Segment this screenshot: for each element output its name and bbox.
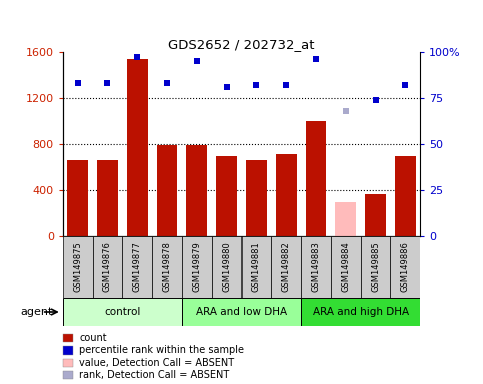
Bar bbox=[361, 236, 390, 298]
Bar bbox=[122, 236, 152, 298]
Text: GSM149882: GSM149882 bbox=[282, 242, 291, 292]
Text: GSM149878: GSM149878 bbox=[163, 242, 171, 292]
Text: GSM149883: GSM149883 bbox=[312, 242, 320, 292]
Bar bbox=[216, 156, 237, 236]
Text: GSM149877: GSM149877 bbox=[133, 242, 142, 292]
Text: GSM149884: GSM149884 bbox=[341, 242, 350, 292]
Text: value, Detection Call = ABSENT: value, Detection Call = ABSENT bbox=[79, 358, 234, 368]
Bar bbox=[276, 154, 297, 236]
Bar bbox=[67, 160, 88, 236]
Bar bbox=[301, 298, 420, 326]
Text: GSM149881: GSM149881 bbox=[252, 242, 261, 292]
Bar bbox=[93, 236, 122, 298]
Bar bbox=[63, 298, 182, 326]
Text: GSM149876: GSM149876 bbox=[103, 242, 112, 292]
Text: rank, Detection Call = ABSENT: rank, Detection Call = ABSENT bbox=[79, 370, 229, 380]
Text: count: count bbox=[79, 333, 107, 343]
Bar bbox=[212, 236, 242, 298]
Text: agent: agent bbox=[21, 307, 53, 317]
Bar bbox=[335, 202, 356, 236]
Text: control: control bbox=[104, 307, 141, 317]
Title: GDS2652 / 202732_at: GDS2652 / 202732_at bbox=[168, 38, 315, 51]
Bar bbox=[127, 59, 148, 236]
Text: percentile rank within the sample: percentile rank within the sample bbox=[79, 345, 244, 355]
Text: ARA and high DHA: ARA and high DHA bbox=[313, 307, 409, 317]
Bar bbox=[246, 160, 267, 236]
Bar bbox=[97, 160, 118, 236]
Bar bbox=[242, 236, 271, 298]
Text: ARA and low DHA: ARA and low DHA bbox=[196, 307, 287, 317]
Bar bbox=[301, 236, 331, 298]
Bar bbox=[156, 145, 177, 236]
Bar bbox=[186, 145, 207, 236]
Bar bbox=[152, 236, 182, 298]
Bar bbox=[182, 298, 301, 326]
Text: GSM149875: GSM149875 bbox=[73, 242, 82, 292]
Bar bbox=[306, 121, 327, 236]
Bar bbox=[395, 156, 416, 236]
Bar bbox=[390, 236, 420, 298]
Bar bbox=[365, 194, 386, 236]
Text: GSM149879: GSM149879 bbox=[192, 242, 201, 292]
Text: GSM149885: GSM149885 bbox=[371, 242, 380, 292]
Bar bbox=[63, 236, 93, 298]
Bar bbox=[331, 236, 361, 298]
Bar bbox=[182, 236, 212, 298]
Text: GSM149886: GSM149886 bbox=[401, 242, 410, 292]
Bar bbox=[271, 236, 301, 298]
Text: GSM149880: GSM149880 bbox=[222, 242, 231, 292]
